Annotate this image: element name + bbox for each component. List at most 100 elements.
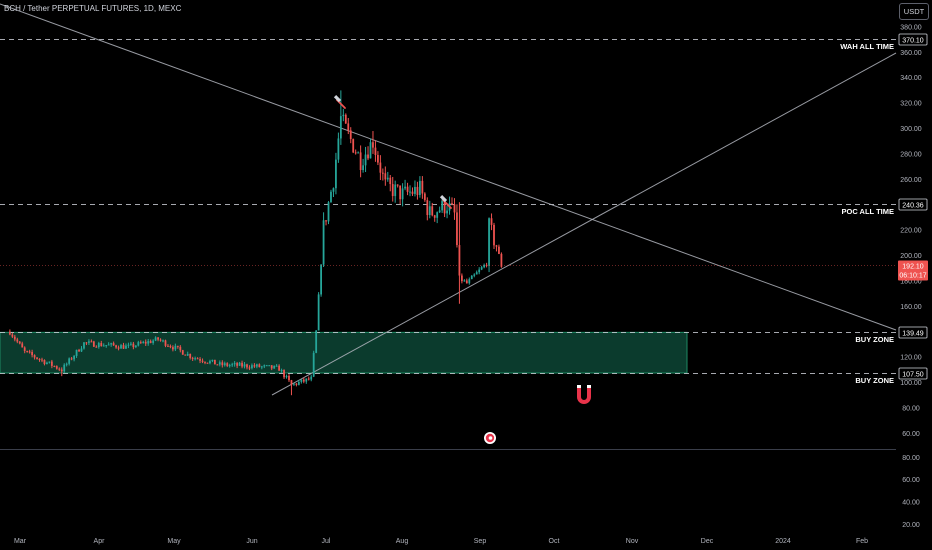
candle[interactable] — [132, 341, 135, 350]
candle[interactable] — [488, 217, 490, 273]
candle[interactable] — [233, 361, 236, 367]
candle[interactable] — [43, 359, 46, 366]
buy-zone-box[interactable] — [0, 331, 688, 374]
candle[interactable] — [83, 342, 85, 350]
candle[interactable] — [253, 363, 256, 368]
candle[interactable] — [295, 383, 298, 387]
candle[interactable] — [228, 363, 231, 368]
candle[interactable] — [179, 345, 182, 353]
candle[interactable] — [297, 379, 300, 386]
candle[interactable] — [275, 364, 278, 367]
candle[interactable] — [80, 346, 83, 352]
candle[interactable] — [33, 354, 36, 360]
candle[interactable] — [465, 278, 468, 284]
candle[interactable] — [137, 340, 140, 347]
candle[interactable] — [8, 329, 11, 336]
candle[interactable] — [354, 149, 357, 155]
candle[interactable] — [300, 379, 303, 384]
candle[interactable] — [441, 198, 444, 213]
candle[interactable] — [374, 140, 377, 162]
candle[interactable] — [468, 277, 471, 285]
candle[interactable] — [142, 340, 145, 344]
candle[interactable] — [463, 279, 466, 282]
candle[interactable] — [186, 351, 189, 356]
candle[interactable] — [268, 365, 271, 367]
candle[interactable] — [169, 344, 172, 349]
candle[interactable] — [127, 342, 130, 349]
candle[interactable] — [243, 362, 246, 369]
candle[interactable] — [362, 158, 364, 173]
candle[interactable] — [68, 357, 71, 366]
candle[interactable] — [381, 168, 384, 181]
candle[interactable] — [102, 343, 105, 347]
candle[interactable] — [273, 365, 276, 369]
candle[interactable] — [41, 357, 43, 363]
candle[interactable] — [134, 345, 137, 349]
candle[interactable] — [337, 132, 340, 163]
candle[interactable] — [206, 362, 209, 364]
candle[interactable] — [194, 356, 197, 361]
candle[interactable] — [399, 185, 402, 205]
candle[interactable] — [335, 152, 337, 195]
candle[interactable] — [223, 361, 226, 367]
candle[interactable] — [490, 213, 493, 231]
candle[interactable] — [85, 342, 88, 346]
candle[interactable] — [221, 360, 224, 368]
candle[interactable] — [414, 180, 416, 197]
candle[interactable] — [38, 358, 41, 362]
candle[interactable] — [184, 354, 187, 356]
candle[interactable] — [78, 348, 80, 352]
candle[interactable] — [342, 108, 345, 122]
candle[interactable] — [196, 357, 199, 360]
candle[interactable] — [11, 332, 14, 339]
candle[interactable] — [147, 338, 150, 346]
candle[interactable] — [260, 365, 263, 370]
candle[interactable] — [305, 378, 308, 384]
candle[interactable] — [478, 267, 481, 275]
candle[interactable] — [53, 365, 56, 368]
candle[interactable] — [357, 151, 360, 154]
candle[interactable] — [438, 206, 441, 214]
candle[interactable] — [409, 185, 411, 197]
candle[interactable] — [436, 211, 439, 224]
candle[interactable] — [95, 345, 98, 348]
candle[interactable] — [302, 377, 305, 384]
candle[interactable] — [209, 359, 211, 365]
candle[interactable] — [100, 340, 103, 347]
candle[interactable] — [391, 176, 394, 202]
candle[interactable] — [325, 220, 327, 226]
candle[interactable] — [431, 202, 434, 217]
candle[interactable] — [339, 90, 342, 145]
candle[interactable] — [110, 342, 113, 347]
candle[interactable] — [226, 362, 229, 368]
candle[interactable] — [396, 184, 399, 188]
candle[interactable] — [288, 374, 290, 382]
candle[interactable] — [63, 363, 66, 373]
candle[interactable] — [112, 341, 115, 346]
candle[interactable] — [26, 350, 29, 353]
candle[interactable] — [36, 357, 38, 360]
candle[interactable] — [241, 360, 243, 369]
candle[interactable] — [369, 138, 372, 159]
descending-trendline[interactable] — [0, 3, 897, 331]
candle[interactable] — [379, 155, 382, 180]
candle[interactable] — [13, 334, 16, 342]
candle[interactable] — [48, 361, 51, 364]
candle[interactable] — [255, 363, 258, 369]
candle[interactable] — [280, 368, 283, 373]
candle[interactable] — [307, 376, 310, 381]
candle[interactable] — [406, 182, 409, 196]
candle[interactable] — [458, 202, 461, 304]
candle[interactable] — [238, 361, 241, 366]
currency-button[interactable]: USDT — [899, 3, 929, 20]
candle[interactable] — [199, 357, 201, 364]
candle[interactable] — [483, 263, 486, 269]
candle[interactable] — [453, 198, 456, 220]
candle[interactable] — [330, 189, 332, 203]
candle[interactable] — [401, 183, 404, 207]
candle[interactable] — [191, 356, 194, 361]
candle[interactable] — [263, 364, 266, 369]
candle[interactable] — [485, 262, 488, 268]
candle[interactable] — [475, 270, 478, 275]
